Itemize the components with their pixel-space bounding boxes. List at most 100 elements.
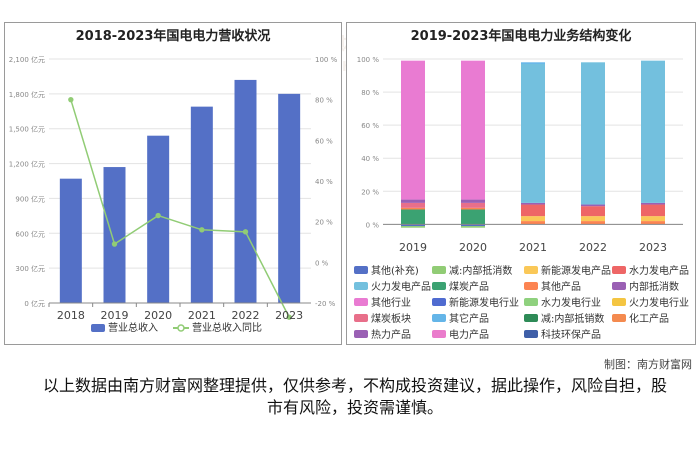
x-tick-label: 2021 <box>519 241 547 254</box>
stacked-segment <box>461 209 485 225</box>
legend-item: 减:内部抵消数 <box>432 262 512 277</box>
stacked-segment <box>461 202 485 208</box>
x-tick-label: 2020 <box>459 241 487 254</box>
point-revenue-yoy <box>242 229 249 235</box>
point-revenue-yoy <box>68 96 74 103</box>
stacked-segment <box>521 202 545 205</box>
legend-item: 水力发电产品 <box>612 262 689 277</box>
legend-label: 煤炭产品 <box>449 282 489 293</box>
legend-item: 火力发电行业 <box>612 294 689 309</box>
point-revenue-yoy <box>286 314 292 320</box>
stacked-segment <box>521 62 545 64</box>
legend-label: 煤炭板块 <box>371 314 411 325</box>
stacked-segment <box>401 199 425 203</box>
y-tick-label-right: 40 % <box>315 178 333 186</box>
y-tick-label-left: 600 亿元 <box>15 229 45 238</box>
legend-label: 其他产品 <box>541 282 581 293</box>
stacked-segment <box>581 204 605 207</box>
legend-item: 新能源发电产品 <box>524 262 611 277</box>
legend-item: 热力产品 <box>354 326 411 341</box>
stacked-segment <box>641 204 665 217</box>
legend-swatch <box>612 281 626 290</box>
point-revenue-yoy <box>111 241 118 247</box>
legend-swatch <box>432 281 446 290</box>
stacked-segment <box>521 63 545 203</box>
chart-title: 2018-2023年国电电力营收状况 <box>75 29 271 44</box>
legend-item: 煤炭板块 <box>354 310 411 325</box>
legend-label: 新能源发电行业 <box>449 298 519 309</box>
x-tick-label: 2022 <box>579 241 607 254</box>
y-tick-label: 100 % <box>357 56 380 64</box>
stacked-segment <box>581 221 605 225</box>
bar-revenue <box>234 79 257 303</box>
legend-item: 煤炭产品 <box>432 278 489 293</box>
x-tick-label: 2023 <box>275 309 303 322</box>
legend-swatch <box>612 313 626 322</box>
stacked-segment <box>581 62 605 205</box>
line-revenue-yoy <box>70 99 290 318</box>
y-tick-label: 0 % <box>366 221 380 229</box>
legend-label: 科技环保产品 <box>541 330 601 341</box>
legend-swatch <box>612 297 626 306</box>
structure-chart-panel: 2019-2023年国电电力业务结构变化 100 % 80 % 60 % 40 % 20… <box>346 22 696 345</box>
stacked-segment <box>521 221 545 225</box>
legend-swatch <box>354 265 368 274</box>
y-tick-label-right: 60 % <box>315 137 333 145</box>
y-tick-label-left: 1,200 亿元 <box>9 160 45 169</box>
stacked-segment <box>521 204 545 217</box>
legend-swatch <box>432 265 446 274</box>
bar-revenue <box>59 178 82 303</box>
y-tick-label-left: 1,500 亿元 <box>9 125 45 134</box>
legend-item: 化工产品 <box>612 310 669 325</box>
y-tick-label: 20 % <box>361 188 379 196</box>
y-tick-label: 80 % <box>361 89 379 97</box>
legend-swatch <box>354 329 368 338</box>
legend-item: 火力发电产品 <box>354 278 431 293</box>
legend-label: 其他行业 <box>371 298 411 309</box>
bar-revenue <box>278 93 301 303</box>
legend-swatch <box>432 297 446 306</box>
stacked-segment <box>401 207 425 210</box>
stacked-segment <box>521 216 545 222</box>
legend-swatch <box>354 313 368 322</box>
stacked-segment <box>581 216 605 222</box>
point-revenue-yoy <box>199 227 205 233</box>
stacked-segment <box>401 224 425 227</box>
y-tick-label-left: 2,100 亿元 <box>9 55 45 64</box>
x-tick-label: 2019 <box>399 241 427 254</box>
legend-label: 化工产品 <box>629 314 669 325</box>
stacked-segment <box>641 202 665 205</box>
legend-item: 其他产品 <box>524 278 581 293</box>
stacked-segment <box>461 60 485 200</box>
legend-swatch-revenue <box>91 324 105 332</box>
y-tick-label-left: 300 亿元 <box>15 264 45 273</box>
stacked-segment <box>401 202 425 208</box>
legend-label: 水力发电行业 <box>541 298 601 309</box>
legend-label: 火力发电产品 <box>371 282 431 293</box>
y-tick-label: 60 % <box>361 122 379 130</box>
y-tick-label-left: 0 亿元 <box>24 299 45 308</box>
y-tick-label-right: 80 % <box>315 97 333 105</box>
chart-title: 2019-2023年国电电力业务结构变化 <box>410 29 632 44</box>
revenue-chart: 2,100 亿元 1,800 亿元 1,500 亿元 1,200 亿元 900 亿元 60… <box>9 55 338 334</box>
revenue-chart-panel: 2018-2023年国电电力营收状况 2,100 亿元 1,800 亿元 1,500… <box>4 22 342 345</box>
legend-swatch <box>612 265 626 274</box>
disclaimer-text: 以上数据由南方财富网整理提供，仅供参考，不构成投资建议，据此操作，风险自担，股市… <box>42 376 667 417</box>
y-tick-label-right: 0 % <box>315 259 329 267</box>
legend-label: 减:内部抵消数 <box>449 266 513 277</box>
bar-revenue <box>103 167 126 303</box>
x-tick-label: 2023 <box>639 241 667 254</box>
x-tick-label: 2019 <box>101 309 129 322</box>
legend-swatch <box>524 281 538 290</box>
legend-swatch <box>432 329 446 338</box>
legend-swatch <box>524 297 538 306</box>
legend-item: 科技环保产品 <box>524 326 601 341</box>
stacked-segment <box>641 216 665 222</box>
legend-swatch <box>524 313 538 322</box>
credit-text: 制图：南方财富网 <box>604 358 692 371</box>
legend-item: 内部抵消数 <box>612 278 679 293</box>
y-tick-label: 40 % <box>361 155 379 163</box>
stacked-segment <box>641 221 665 225</box>
x-tick-label: 2018 <box>57 309 85 322</box>
legend-item: 其它产品 <box>432 310 489 325</box>
